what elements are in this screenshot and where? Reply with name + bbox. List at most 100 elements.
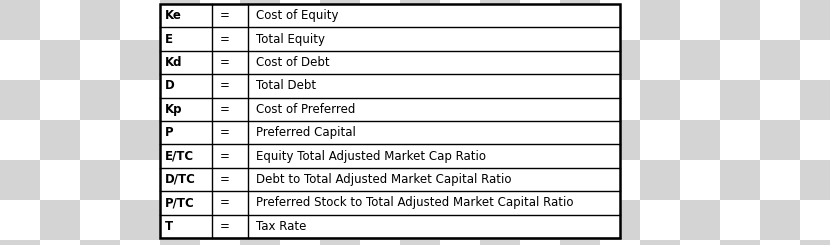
Bar <box>160 160 200 200</box>
Text: =: = <box>220 103 230 116</box>
Bar <box>0 40 40 80</box>
Bar <box>440 0 480 40</box>
Bar <box>560 0 600 40</box>
Bar <box>120 120 160 160</box>
Bar <box>600 160 640 200</box>
Bar <box>480 160 520 200</box>
Bar <box>480 240 520 245</box>
Bar <box>80 40 120 80</box>
Bar <box>400 80 440 120</box>
Bar <box>640 80 680 120</box>
Bar <box>560 240 600 245</box>
Bar <box>400 240 440 245</box>
Bar <box>560 120 600 160</box>
Bar <box>600 40 640 80</box>
Text: =: = <box>220 196 230 209</box>
Bar <box>480 200 520 240</box>
Bar <box>240 240 280 245</box>
Bar <box>40 0 80 40</box>
Text: =: = <box>220 220 230 233</box>
Bar <box>80 200 120 240</box>
Bar <box>440 120 480 160</box>
Bar <box>120 200 160 240</box>
Bar <box>200 0 240 40</box>
Text: =: = <box>220 150 230 163</box>
Bar <box>640 240 680 245</box>
Bar <box>360 0 400 40</box>
Bar <box>800 160 830 200</box>
Bar <box>680 200 720 240</box>
Bar <box>440 240 480 245</box>
Text: Kd: Kd <box>165 56 183 69</box>
Text: P: P <box>165 126 173 139</box>
Bar <box>160 0 200 40</box>
Bar <box>760 200 800 240</box>
Bar <box>800 80 830 120</box>
Bar <box>200 40 240 80</box>
Bar <box>520 80 560 120</box>
Bar <box>520 0 560 40</box>
Bar <box>320 80 360 120</box>
Text: Ke: Ke <box>165 9 182 22</box>
Bar <box>200 240 240 245</box>
Text: =: = <box>220 33 230 46</box>
Bar <box>720 40 760 80</box>
Bar <box>520 240 560 245</box>
Bar <box>120 160 160 200</box>
Bar <box>440 40 480 80</box>
Bar <box>680 160 720 200</box>
Text: P/TC: P/TC <box>165 196 195 209</box>
Bar <box>240 200 280 240</box>
Bar <box>0 160 40 200</box>
Bar <box>400 40 440 80</box>
Text: T: T <box>165 220 173 233</box>
Bar <box>120 0 160 40</box>
Bar <box>160 200 200 240</box>
Bar <box>640 120 680 160</box>
Text: Preferred Stock to Total Adjusted Market Capital Ratio: Preferred Stock to Total Adjusted Market… <box>256 196 574 209</box>
Bar <box>560 160 600 200</box>
Bar <box>600 0 640 40</box>
Bar <box>680 80 720 120</box>
Text: Total Debt: Total Debt <box>256 79 316 92</box>
Bar <box>680 240 720 245</box>
Bar <box>720 200 760 240</box>
Bar <box>80 0 120 40</box>
Text: =: = <box>220 126 230 139</box>
Bar <box>600 200 640 240</box>
Bar <box>0 0 40 40</box>
Bar <box>320 200 360 240</box>
Bar <box>640 160 680 200</box>
Bar <box>400 120 440 160</box>
Bar <box>720 160 760 200</box>
Bar <box>480 0 520 40</box>
Bar <box>800 40 830 80</box>
Bar <box>640 0 680 40</box>
Bar <box>720 0 760 40</box>
Bar <box>800 120 830 160</box>
Bar <box>160 4 620 238</box>
Text: =: = <box>220 9 230 22</box>
Bar <box>440 80 480 120</box>
Bar <box>200 120 240 160</box>
Bar <box>560 200 600 240</box>
Bar <box>200 200 240 240</box>
Text: Debt to Total Adjusted Market Capital Ratio: Debt to Total Adjusted Market Capital Ra… <box>256 173 511 186</box>
Bar <box>240 160 280 200</box>
Bar <box>40 200 80 240</box>
Bar <box>720 120 760 160</box>
Bar <box>40 160 80 200</box>
Bar <box>0 120 40 160</box>
Bar <box>480 80 520 120</box>
Bar <box>120 80 160 120</box>
Bar <box>280 40 320 80</box>
Bar <box>440 160 480 200</box>
Bar <box>80 80 120 120</box>
Bar <box>240 80 280 120</box>
Bar <box>40 120 80 160</box>
Bar <box>280 120 320 160</box>
Bar <box>360 200 400 240</box>
Bar <box>280 80 320 120</box>
Bar <box>280 240 320 245</box>
Bar <box>40 40 80 80</box>
